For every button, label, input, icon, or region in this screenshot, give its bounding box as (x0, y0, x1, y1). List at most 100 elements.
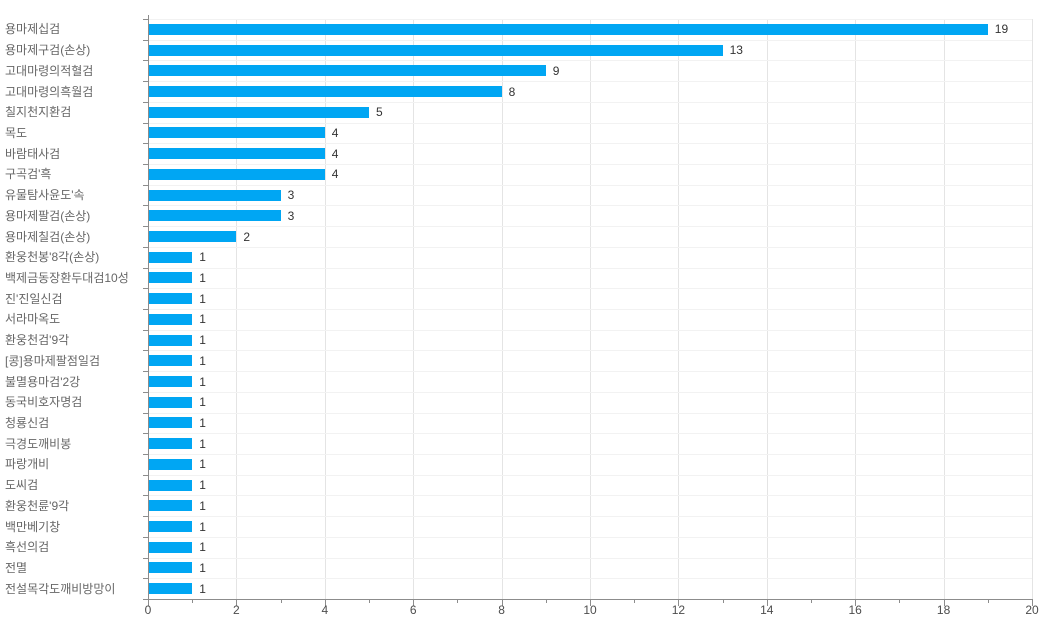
row-separator-line (148, 578, 1032, 580)
row-separator-line (148, 164, 1032, 165)
y-axis-line (148, 15, 149, 600)
bar (149, 355, 193, 367)
y-axis-tick-mark (143, 371, 148, 373)
row-separator-line (148, 391, 1032, 393)
bar (149, 189, 281, 201)
bar (149, 272, 193, 284)
bar (149, 251, 193, 263)
x-axis-major-tick-mark (1032, 600, 1033, 606)
row-separator-line (148, 19, 1032, 20)
row-separator-line (148, 412, 1032, 414)
bar (149, 500, 193, 512)
y-axis-tick-mark (143, 19, 148, 20)
bar-value-label: 1 (199, 540, 206, 555)
bar (149, 376, 193, 387)
category-label: 파랑개비 (5, 457, 50, 472)
y-axis-tick-mark (143, 246, 148, 248)
bar (149, 65, 546, 77)
bar-value-label: 4 (331, 146, 339, 161)
x-axis-minor-tick-mark (457, 600, 459, 603)
y-axis-tick-mark (143, 454, 148, 455)
y-axis-tick-mark (143, 599, 148, 600)
bar-value-label: 1 (199, 457, 206, 472)
y-axis-tick-mark (143, 329, 148, 331)
bar (149, 458, 193, 470)
bar-value-label: 9 (552, 63, 560, 78)
x-axis-tick-label: 20 (1025, 603, 1039, 617)
bar-value-label: 1 (199, 333, 206, 348)
bar-value-label: 3 (287, 208, 295, 223)
category-label: 환웅천검'9각 (5, 333, 70, 348)
x-axis-tick-label: 14 (760, 603, 774, 617)
bar (149, 396, 193, 408)
category-label: 용마제십검 (5, 22, 61, 37)
bar-value-label: 4 (331, 125, 339, 140)
x-axis-major-tick-mark (943, 600, 945, 606)
x-axis-major-tick-mark (413, 600, 415, 606)
bar (149, 106, 369, 118)
bar (149, 313, 193, 325)
bar (149, 583, 193, 595)
x-axis-major-tick-mark (148, 600, 149, 606)
bar-value-label: 1 (199, 498, 206, 513)
y-axis-tick-mark (143, 60, 148, 62)
row-separator-line (148, 309, 1032, 310)
bar-value-label: 1 (199, 291, 206, 306)
bar (149, 293, 193, 305)
y-axis-tick-mark (143, 143, 148, 145)
row-separator-line (148, 81, 1032, 83)
category-label: 동국비호자명검 (5, 395, 83, 410)
row-separator-line (148, 433, 1032, 435)
category-label: 목도 (5, 125, 28, 140)
x-axis-tick-label: 10 (583, 603, 597, 617)
y-axis-tick-mark (143, 81, 148, 83)
bar-value-label: 19 (994, 22, 1009, 37)
row-separator-line (148, 39, 1032, 41)
bar-value-label: 1 (199, 436, 206, 451)
y-axis-tick-mark (143, 536, 148, 538)
y-axis-tick-mark (143, 101, 148, 103)
y-axis-tick-mark (143, 226, 148, 228)
row-separator-line (148, 205, 1032, 207)
x-axis-tick-label: 16 (848, 603, 862, 617)
y-axis-tick-mark (143, 350, 148, 352)
x-axis-major-tick-mark (855, 600, 857, 606)
x-axis-minor-tick-mark (899, 600, 901, 603)
bar-value-label: 8 (508, 84, 516, 99)
category-label: 바람태사검 (5, 146, 61, 161)
x-axis-major-tick-mark (766, 600, 768, 606)
bar (149, 562, 193, 574)
row-separator-line (148, 557, 1032, 559)
bar (149, 44, 723, 56)
gridline-vertical (1032, 19, 1033, 599)
row-separator-line (148, 122, 1032, 124)
bar-value-label: 1 (199, 250, 206, 265)
category-label: [콩]용마제팔점일검 (5, 353, 100, 368)
x-axis-major-tick-mark (501, 600, 503, 606)
category-label: 환웅천봉'8각(손상) (5, 250, 100, 265)
category-label: 구곡검'흑 (5, 167, 52, 182)
bar-value-label: 1 (199, 560, 206, 575)
bar-value-label: 1 (199, 353, 206, 368)
x-axis-minor-tick-mark (192, 600, 194, 603)
bar (149, 479, 193, 491)
x-axis-minor-tick-mark (722, 600, 724, 603)
category-label: 칠지천지환검 (5, 105, 72, 120)
row-separator-line (148, 288, 1032, 290)
x-axis-tick-label: 18 (936, 603, 951, 617)
y-axis-tick-mark (143, 39, 148, 41)
x-axis-major-tick-mark (236, 600, 238, 606)
y-axis-tick-mark (143, 391, 148, 393)
y-axis-tick-mark (143, 267, 148, 269)
bar (149, 231, 237, 242)
row-separator-line (148, 101, 1032, 103)
row-separator-line (148, 329, 1032, 331)
bar (149, 541, 193, 553)
category-label: 도씨검 (5, 478, 39, 493)
bar-value-label: 1 (199, 395, 206, 410)
row-separator-line (148, 454, 1032, 455)
bar-value-label: 1 (199, 415, 206, 430)
category-label: 서라마옥도 (5, 312, 61, 327)
row-separator-line (148, 350, 1032, 352)
category-label: 전설목각도깨비방망이 (5, 581, 116, 596)
